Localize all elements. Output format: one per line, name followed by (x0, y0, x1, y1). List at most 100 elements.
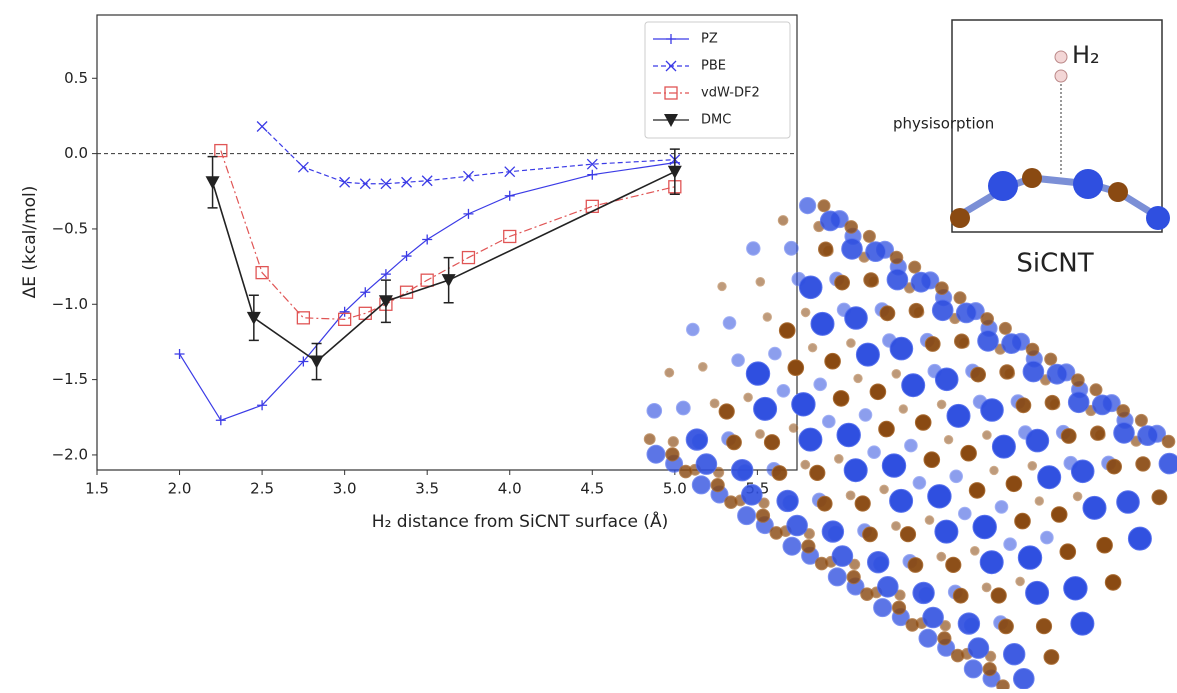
atom (691, 475, 711, 495)
marker (339, 306, 350, 317)
atom (800, 459, 811, 470)
atom (834, 454, 844, 464)
inset-atom (1108, 182, 1128, 202)
atom (939, 620, 951, 632)
atom (1035, 618, 1053, 635)
atom (869, 383, 887, 401)
atom (710, 478, 725, 493)
atom (943, 435, 954, 445)
atom (726, 434, 742, 451)
x-tick-label: 3.5 (415, 480, 439, 498)
atom (832, 390, 850, 407)
marker (401, 176, 413, 188)
atom (952, 587, 969, 604)
atom (946, 403, 971, 428)
atom (798, 275, 823, 300)
atom (889, 488, 914, 513)
marker (309, 355, 324, 369)
marker (296, 311, 311, 325)
atom (999, 364, 1015, 380)
atom (922, 606, 944, 629)
marker (215, 415, 226, 426)
atom (924, 515, 935, 525)
atom (1003, 643, 1026, 666)
atom (1050, 506, 1068, 523)
marker (298, 356, 309, 367)
atom (862, 526, 878, 543)
atom (731, 459, 754, 482)
atom (724, 495, 738, 510)
atom (1034, 496, 1045, 506)
atom (717, 281, 727, 292)
atom (1003, 537, 1017, 552)
marker (461, 250, 476, 265)
atom (963, 659, 983, 679)
atom (1091, 394, 1113, 416)
atom (1001, 333, 1022, 355)
atom (990, 587, 1007, 604)
atom (867, 445, 881, 460)
atom (769, 526, 784, 540)
atom (881, 453, 907, 478)
atom (877, 576, 899, 598)
atom (737, 506, 757, 526)
atom (776, 384, 791, 398)
atom (1161, 434, 1176, 449)
atom (889, 250, 904, 265)
atom (982, 430, 992, 440)
atom (904, 438, 918, 453)
atom (996, 679, 1010, 693)
legend-label: PBE (701, 59, 726, 74)
inset-atom (1146, 206, 1170, 230)
y-tick-label: −1.0 (52, 295, 88, 313)
atom (743, 392, 753, 403)
atom (846, 570, 861, 585)
inset-caption: SiCNT (1016, 249, 1093, 279)
atom (1046, 363, 1068, 385)
x-tick-label: 3.0 (333, 480, 357, 498)
marker (360, 287, 371, 298)
atom (924, 336, 941, 352)
atom (844, 306, 868, 330)
atom (1044, 352, 1058, 366)
marker (586, 158, 598, 170)
atom (977, 330, 999, 352)
atom (1025, 342, 1040, 357)
atom (776, 489, 799, 513)
atom (980, 398, 1004, 422)
atom (798, 427, 823, 452)
inset-atom (988, 171, 1018, 201)
atom (799, 197, 817, 215)
atom (695, 453, 718, 475)
atom (1014, 512, 1031, 530)
atom (927, 484, 952, 509)
marker (420, 273, 434, 287)
atom (745, 361, 771, 386)
atom (646, 403, 663, 419)
atom (934, 367, 959, 392)
atom (758, 497, 770, 509)
atom (1096, 536, 1113, 554)
atom (713, 466, 725, 478)
atom (771, 465, 788, 481)
series-line (261, 126, 675, 185)
atom (923, 451, 941, 469)
atom (1059, 543, 1077, 561)
atom (1113, 422, 1135, 444)
y-tick-label: −0.5 (52, 219, 88, 237)
y-axis-label: ΔE (kcal/mol) (20, 186, 40, 299)
marker (503, 229, 517, 244)
atom (1134, 413, 1148, 427)
atom (863, 272, 879, 288)
marker (422, 234, 433, 245)
atom (821, 520, 845, 543)
atom (907, 557, 924, 573)
series-line (211, 170, 676, 363)
atom (813, 377, 828, 392)
atom (667, 436, 679, 448)
legend-label: DMC (701, 113, 731, 128)
atom (1135, 456, 1151, 472)
atom (1043, 649, 1060, 665)
atom (918, 628, 938, 648)
marker (359, 178, 371, 190)
